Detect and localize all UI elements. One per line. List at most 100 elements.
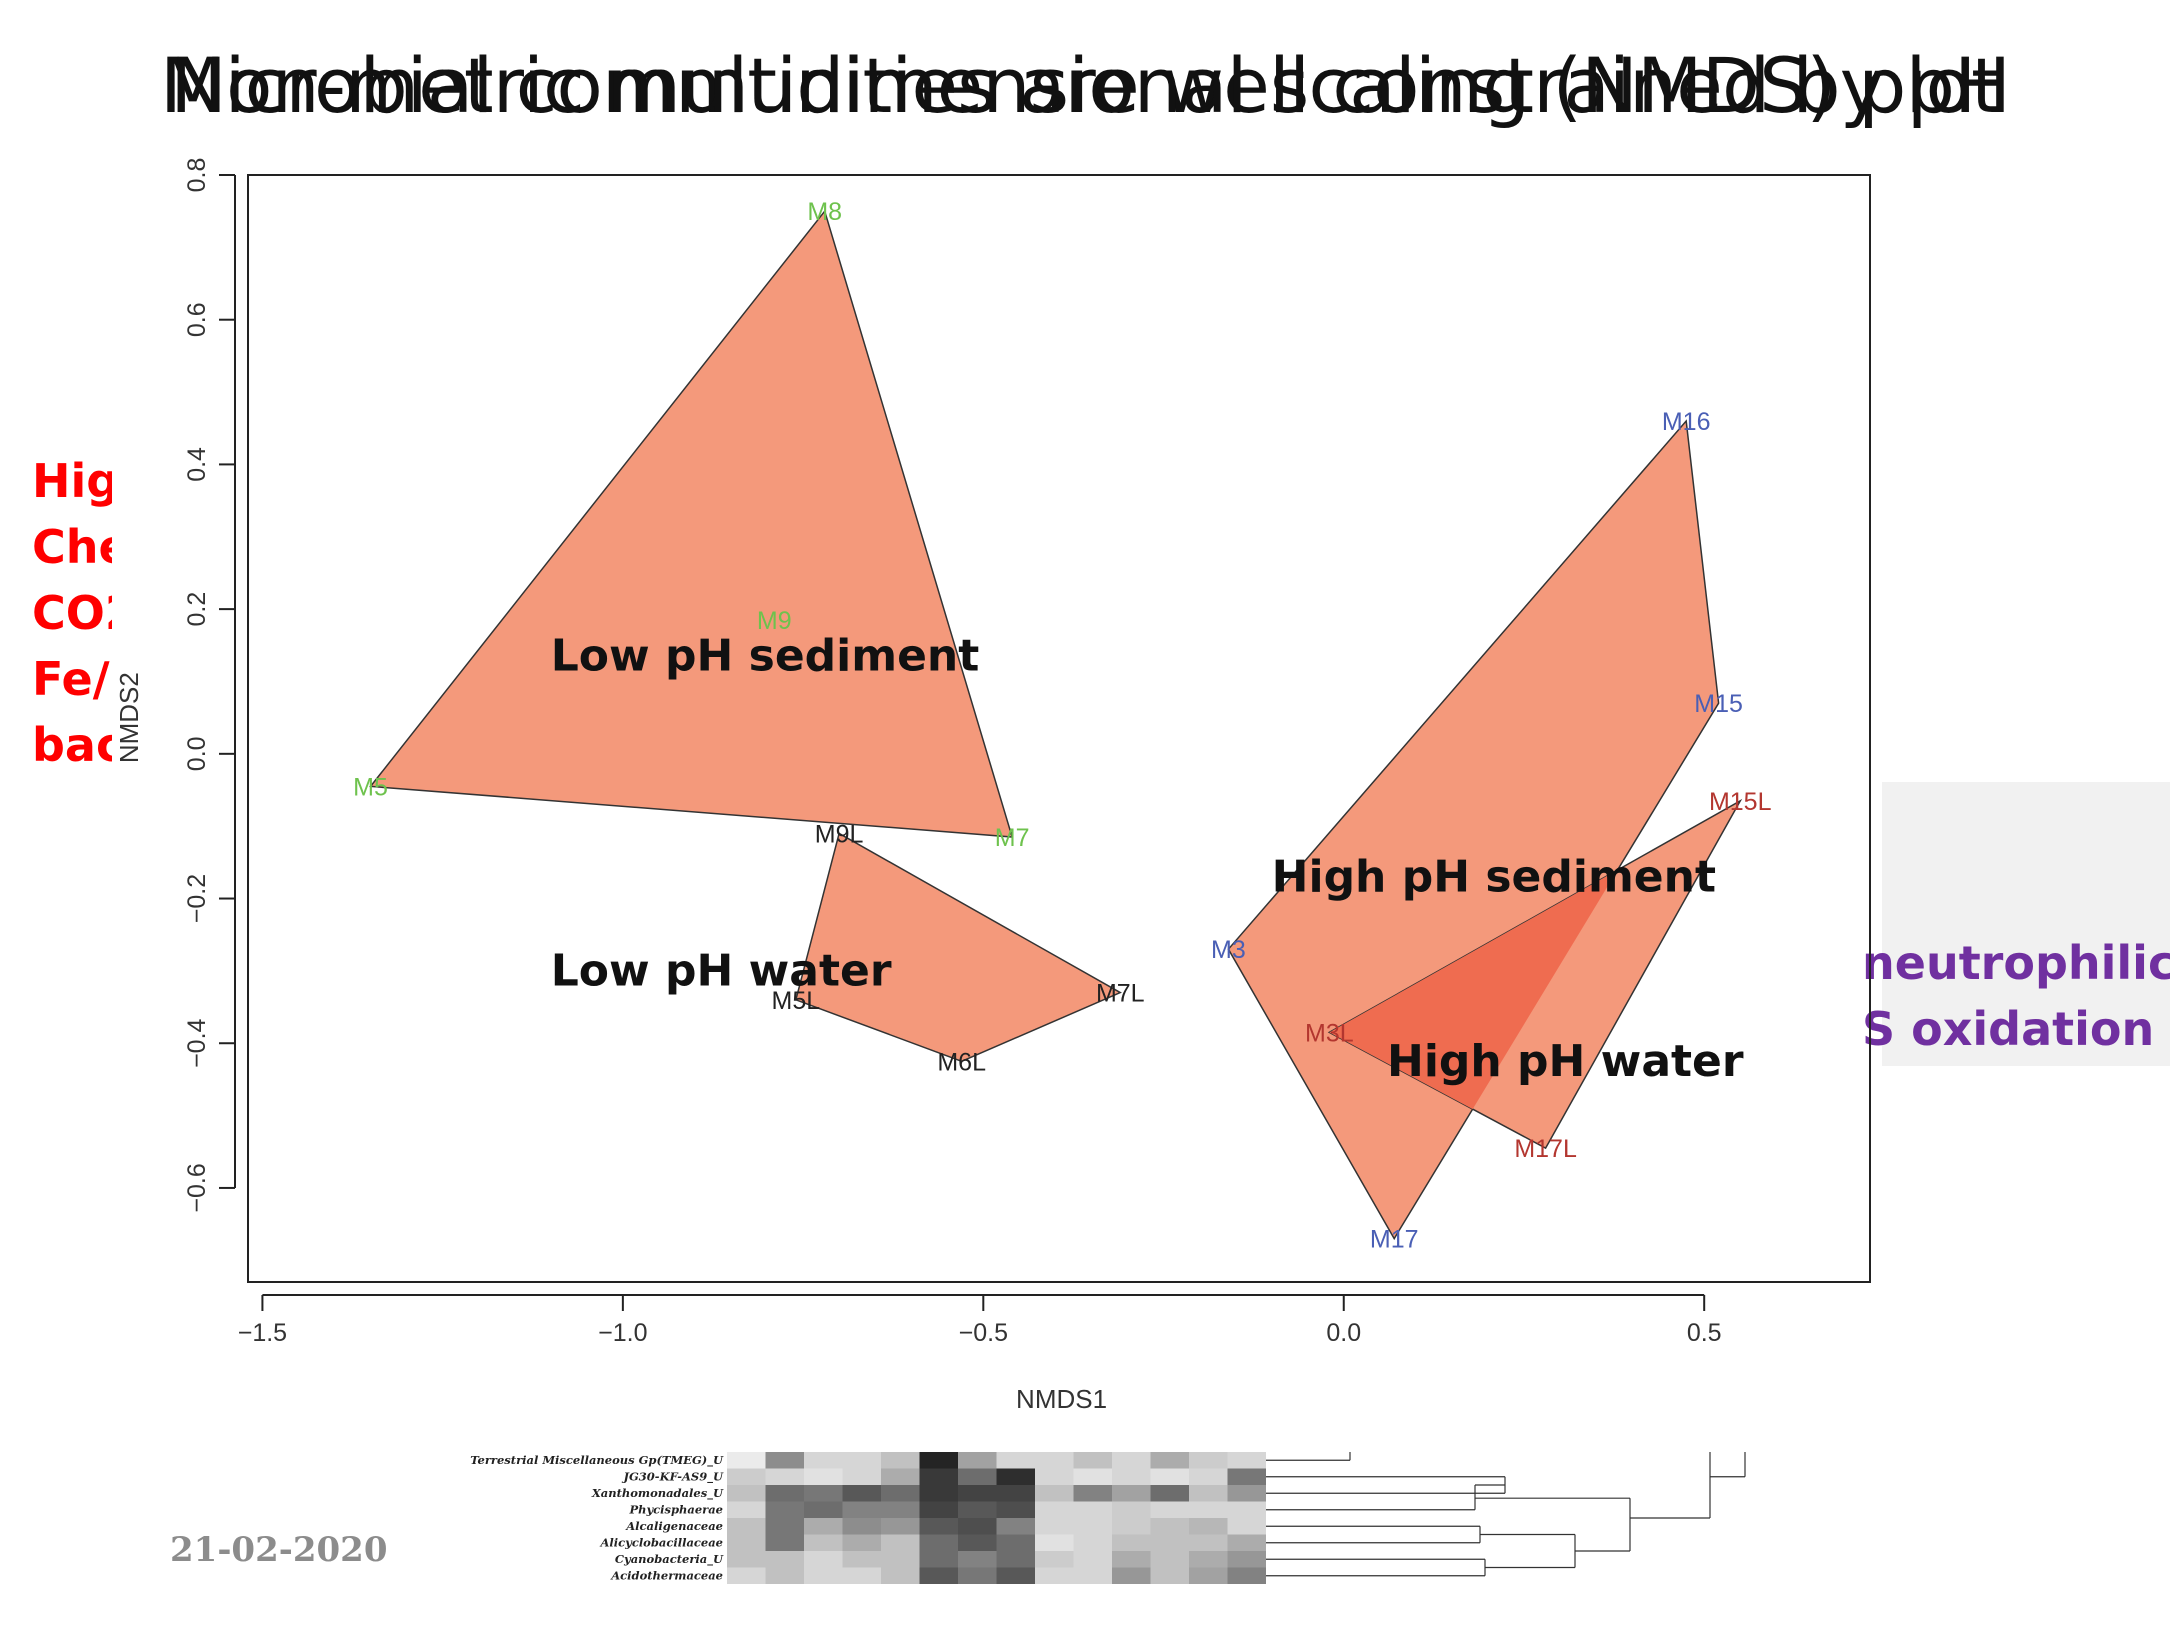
heatmap-cell xyxy=(1112,1534,1151,1551)
heatmap-cell xyxy=(958,1534,997,1551)
group-label: Low pH sediment xyxy=(551,631,980,682)
heatmap-cell xyxy=(996,1518,1035,1535)
heatmap-cell xyxy=(842,1501,881,1518)
heatmap-cell xyxy=(881,1551,920,1568)
heatmap-cell xyxy=(1112,1501,1151,1518)
x-tick-label: −0.5 xyxy=(959,1319,1008,1347)
heatmap-cell xyxy=(1227,1567,1266,1584)
y-tick-label: 0.2 xyxy=(183,592,211,627)
heatmap-row-label: Phycisphaerae xyxy=(628,1503,723,1517)
heatmap-cell xyxy=(996,1452,1035,1469)
heatmap-cell xyxy=(842,1468,881,1485)
hull-low-ph-sediment xyxy=(369,209,1014,838)
point-label: M16 xyxy=(1662,408,1711,436)
point-label: M3L xyxy=(1305,1019,1354,1047)
heatmap-cell xyxy=(1189,1468,1228,1485)
heatmap-cell xyxy=(1073,1567,1112,1584)
heatmap-cell xyxy=(1035,1551,1074,1568)
y-tick-label: −0.2 xyxy=(183,874,211,923)
heatmap-row-label: Terrestrial Miscellaneous Gp(TMEG)_U xyxy=(470,1453,724,1468)
heatmap-cell xyxy=(1112,1468,1151,1485)
slide-title-front: Non-metric multidimensional scaling (NMD… xyxy=(170,41,2001,130)
heatmap-cell xyxy=(1112,1518,1151,1535)
heatmap-cell xyxy=(958,1452,997,1469)
heatmap-row-label: Alcaligenaceae xyxy=(625,1519,723,1533)
point-label: M9L xyxy=(815,820,864,848)
heatmap-cell xyxy=(1227,1534,1266,1551)
y-tick-label: 0.8 xyxy=(183,158,211,193)
heatmap-cell xyxy=(996,1501,1035,1518)
heatmap-cell xyxy=(996,1468,1035,1485)
heatmap-cell xyxy=(1227,1518,1266,1535)
heatmap-cell xyxy=(1073,1468,1112,1485)
heatmap-cell xyxy=(765,1485,804,1502)
heatmap-cell xyxy=(958,1501,997,1518)
x-tick-label: 0.5 xyxy=(1687,1319,1722,1347)
heatmap-cell xyxy=(804,1468,843,1485)
heatmap-cell xyxy=(919,1551,958,1568)
right-side-line: neutrophilic xyxy=(1862,936,2170,990)
heatmap-cell xyxy=(765,1534,804,1551)
heatmap-cell xyxy=(1189,1452,1228,1469)
point-label: M15L xyxy=(1709,788,1772,816)
heatmap-cell xyxy=(727,1452,766,1469)
slide-title-back: Microbial communities are well constrain… xyxy=(159,41,2011,130)
heatmap-cell xyxy=(765,1501,804,1518)
heatmap-cell xyxy=(958,1551,997,1568)
left-side-line: Hig xyxy=(32,454,112,508)
point-label: M5 xyxy=(353,773,388,801)
heatmap-cell xyxy=(727,1534,766,1551)
heatmap-row-label: Xanthomonadales_U xyxy=(591,1486,724,1501)
heatmap-cell xyxy=(1227,1485,1266,1502)
point-label: M9 xyxy=(757,607,792,635)
heatmap-cell xyxy=(996,1551,1035,1568)
heatmap-cell xyxy=(765,1468,804,1485)
point-label: M6L xyxy=(937,1048,986,1076)
heatmap-cell xyxy=(881,1567,920,1584)
heatmap-cell xyxy=(881,1518,920,1535)
heatmap-cell xyxy=(1035,1534,1074,1551)
heatmap-cell xyxy=(804,1518,843,1535)
y-tick-label: 0.4 xyxy=(183,447,211,482)
heatmap-cell xyxy=(1150,1518,1189,1535)
heatmap-cell xyxy=(1073,1501,1112,1518)
heatmap-cell xyxy=(842,1551,881,1568)
y-tick-label: 0.0 xyxy=(183,736,211,771)
heatmap-cell xyxy=(765,1518,804,1535)
heatmap-cell xyxy=(842,1567,881,1584)
point-label: M15 xyxy=(1694,690,1743,718)
point-label: M5L xyxy=(772,987,821,1015)
heatmap-cell xyxy=(919,1534,958,1551)
heatmap-cell xyxy=(996,1567,1035,1584)
heatmap-cell xyxy=(1073,1518,1112,1535)
heatmap-cell xyxy=(727,1485,766,1502)
heatmap-cell xyxy=(1227,1452,1266,1469)
point-label: M8 xyxy=(807,198,842,226)
heatmap-cell xyxy=(881,1501,920,1518)
heatmap-cell xyxy=(919,1452,958,1469)
heatmap-cell xyxy=(765,1452,804,1469)
heatmap-cell xyxy=(958,1518,997,1535)
heatmap-cell xyxy=(1150,1468,1189,1485)
heatmap-row-label: Cyanobacteria_U xyxy=(615,1552,724,1567)
heatmap-cell xyxy=(1150,1551,1189,1568)
heatmap-cell xyxy=(842,1452,881,1469)
heatmap-cell xyxy=(1150,1485,1189,1502)
heatmap-cell xyxy=(919,1518,958,1535)
heatmap-cell xyxy=(1189,1518,1228,1535)
heatmap-cell xyxy=(1227,1501,1266,1518)
heatmap-cell xyxy=(919,1567,958,1584)
group-label: High pH sediment xyxy=(1272,851,1716,902)
heatmap-cell xyxy=(919,1501,958,1518)
y-axis-label: NMDS2 xyxy=(114,672,144,763)
heatmap-cell xyxy=(1112,1485,1151,1502)
heatmap-cell xyxy=(1112,1551,1151,1568)
heatmap-row-label: Alicyclobacillaceae xyxy=(599,1536,723,1550)
heatmap-cell xyxy=(765,1551,804,1568)
point-label: M7L xyxy=(1096,980,1145,1008)
heatmap-cell xyxy=(1189,1534,1228,1551)
heatmap-cell xyxy=(1073,1551,1112,1568)
heatmap-cell xyxy=(804,1501,843,1518)
y-tick-label: 0.6 xyxy=(183,302,211,337)
